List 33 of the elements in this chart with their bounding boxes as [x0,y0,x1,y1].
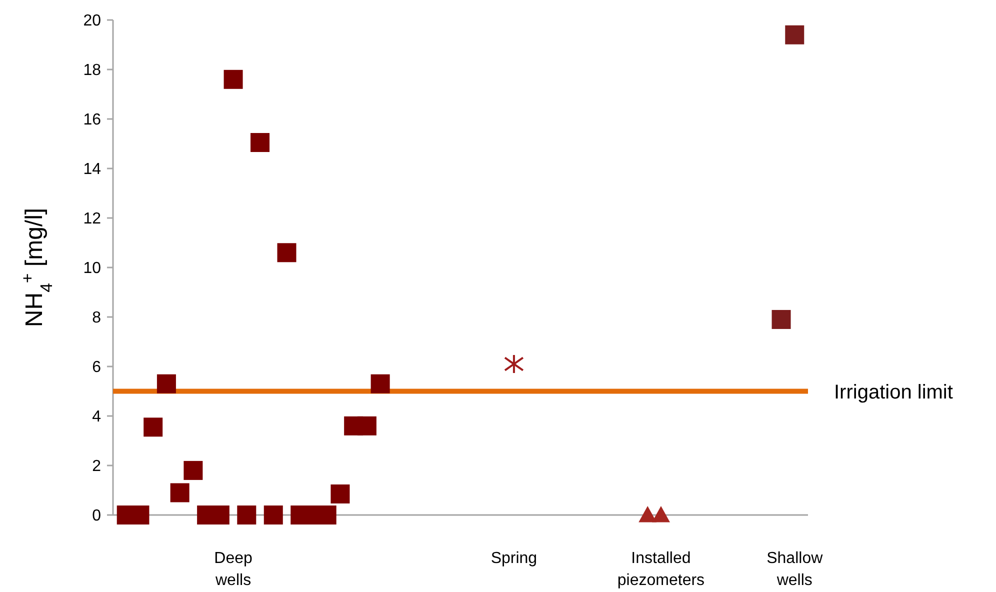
point [184,460,203,480]
point [370,374,390,394]
point [250,133,270,152]
y-tick-label: 0 [92,508,102,525]
y-tick-label: 6 [92,359,102,376]
point [264,506,283,524]
y-tick-label: 16 [83,112,102,129]
y-tick-label: 2 [92,458,102,476]
point [277,243,296,262]
y-tick-label: 4 [92,408,102,426]
point [357,416,376,436]
y-tick-label: 14 [83,161,102,178]
point [156,374,176,394]
ref-line-label: Irrigation limit [834,381,954,404]
point [504,354,524,374]
point [237,506,256,524]
x-tick-label: Spring [490,550,538,567]
y-tick-label: 10 [83,260,102,278]
x-tick-label: Shallow wells [766,550,824,589]
point [144,418,163,437]
point [330,484,350,504]
y-tick-label: 18 [83,62,102,80]
point [638,506,657,522]
x-tick-label: Installed piezometers [617,550,705,589]
y-tick-label: 20 [83,12,102,30]
y-tick-label: 8 [92,310,102,327]
y-tick-label: 12 [83,210,102,228]
x-tick-label: Deep wells [214,550,253,589]
point [785,25,804,44]
point [652,506,670,522]
point [772,310,791,329]
point [224,70,243,89]
point [170,483,190,502]
